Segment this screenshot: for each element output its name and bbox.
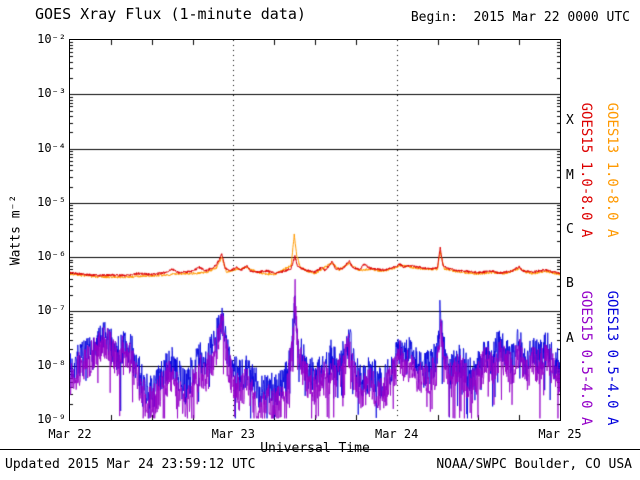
flare-class-label: C <box>566 222 574 237</box>
flare-class-label: A <box>566 330 574 346</box>
updated-timestamp: Updated 2015 Mar 24 23:59:12 UTC <box>5 457 256 472</box>
x-tick-label: Mar 25 <box>538 427 582 441</box>
flux-chart-canvas <box>70 40 560 420</box>
legend-label: GOES13 0.5-4.0 A <box>604 290 620 426</box>
begin-timestamp: Begin: 2015 Mar 22 0000 UTC <box>410 10 630 25</box>
plot-frame <box>69 39 561 421</box>
y-tick-label: 10⁻⁷ <box>37 303 66 318</box>
y-axis-title: Watts m⁻² <box>8 194 24 266</box>
footer-divider <box>0 449 640 450</box>
legend-label: GOES13 1.0-8.0 A <box>604 102 620 238</box>
flare-class-label: X <box>566 113 574 129</box>
y-tick-label: 10⁻³ <box>37 86 66 101</box>
x-tick-label: Mar 23 <box>211 427 255 441</box>
y-tick-label: 10⁻² <box>37 32 66 46</box>
y-tick-label: 10⁻⁹ <box>37 412 66 426</box>
flare-class-label: B <box>566 276 574 292</box>
chart-title: GOES Xray Flux (1-minute data) <box>35 5 306 23</box>
legend-label: GOES15 1.0-8.0 A <box>578 102 594 238</box>
y-tick-label: 10⁻⁶ <box>37 249 66 264</box>
y-tick-label: 10⁻⁸ <box>37 357 66 372</box>
source-credit: NOAA/SWPC Boulder, CO USA <box>436 457 632 472</box>
x-tick-label: Mar 22 <box>48 427 92 441</box>
y-tick-label: 10⁻⁴ <box>37 140 66 155</box>
legend-label: GOES15 0.5-4.0 A <box>578 290 594 426</box>
x-tick-label: Mar 24 <box>374 427 419 441</box>
y-tick-label: 10⁻⁵ <box>37 194 66 209</box>
x-axis-title: Universal Time <box>260 441 370 456</box>
flare-class-label: M <box>566 167 574 183</box>
